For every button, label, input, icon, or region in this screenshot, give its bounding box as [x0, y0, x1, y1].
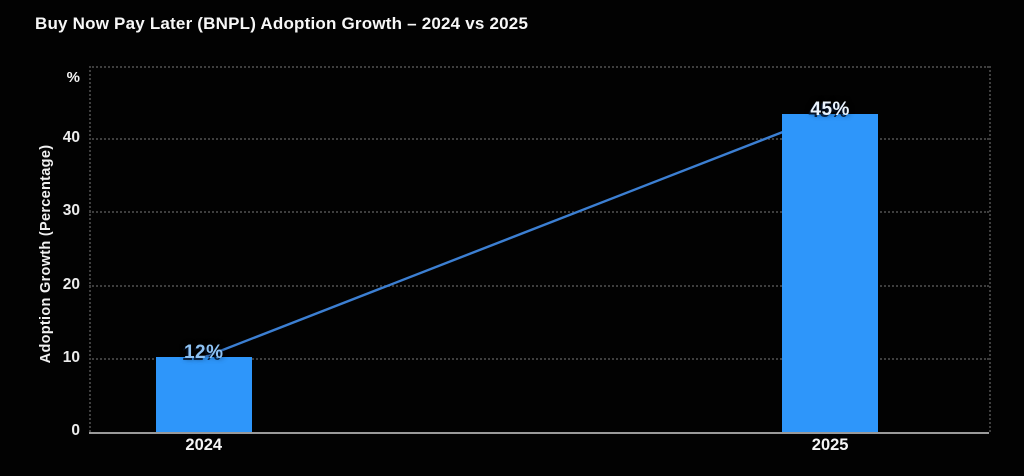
plot-right-border: [989, 66, 991, 432]
bar-value-label-2024: 12%: [183, 342, 224, 364]
x-axis-line: [89, 432, 989, 434]
bar-2024: [155, 357, 252, 432]
y-axis-title: Adoption Growth (Percentage): [38, 144, 54, 364]
y-tick-label-0: 0: [71, 422, 80, 439]
trend-line: [203, 112, 831, 359]
x-tick-label-2025: 2025: [811, 436, 849, 454]
plot-left-border: [89, 66, 91, 432]
y-tick-label-40: 40: [62, 129, 80, 147]
y-tick-label-30: 30: [62, 202, 80, 220]
chart-title: Buy Now Pay Later (BNPL) Adoption Growth…: [35, 14, 529, 33]
plot-top-gridline: [89, 66, 989, 68]
y-axis-unit-label: %: [66, 69, 80, 86]
y-tick-label-20: 20: [62, 275, 80, 293]
gridline-10: [89, 357, 989, 360]
y-tick-label-10: 10: [62, 348, 80, 366]
bar-value-label-2025: 45%: [810, 98, 850, 120]
bar-2025: [782, 113, 879, 432]
x-tick-label-2024: 2024: [185, 436, 223, 454]
